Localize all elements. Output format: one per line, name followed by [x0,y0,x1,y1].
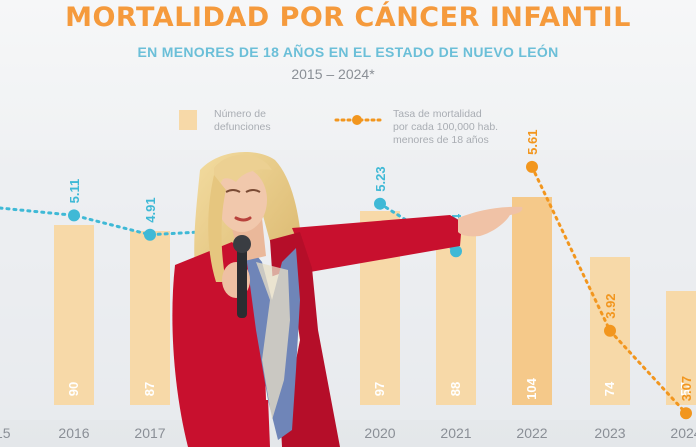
rate-point-2017 [144,228,156,241]
x-tick-label-2023: 2023 [594,425,625,441]
rate-value-label-2024: 3.07 [679,376,694,401]
x-tick-label-2016: 2016 [58,425,89,441]
labels-layer: 9087978810474575.114.915.234.745.613.923… [66,130,694,402]
speaker-woman [172,151,523,447]
x-tick-label-2017: 2017 [134,425,165,441]
bar-value-label-2024: 57 [678,382,693,396]
rate-point-2016 [68,209,80,222]
bars-layer [54,197,696,405]
legend-bars-label: Número de defunciones [214,108,271,133]
rate-point-2022 [526,160,538,173]
rate-value-label-2016: 5.11 [67,179,82,204]
rate-point-2023 [604,324,616,337]
rate-line-early [0,206,202,237]
bar-value-label-2016: 90 [66,382,81,396]
slide-subtitle: EN MENORES DE 18 AÑOS EN EL ESTADO DE NU… [137,44,559,60]
rate-value-label-2023: 3.92 [603,293,618,318]
pointing-hand [458,206,523,237]
x-tick-label-2015: 2015 [0,425,11,441]
bar-2024 [666,291,696,405]
microphone-head [233,235,251,253]
rate-point-2020 [374,197,386,210]
bar-value-label-2020: 97 [372,382,387,396]
bar-2022 [512,197,552,405]
slide-title: MORTALIDAD POR CÁNCER INFANTIL [65,2,631,33]
bar-value-label-2021: 88 [448,382,463,396]
bar-value-label-2017: 87 [142,382,157,396]
bar-2021 [436,229,476,405]
x-tick-label-2021: 2021 [440,425,471,441]
slide-years-range: 2015 – 2024* [291,66,375,82]
outstretched-arm [292,215,462,272]
x-tick-label-2020: 2020 [364,425,395,441]
legend-bar-swatch [179,110,197,130]
bar-value-label-2022: 104 [524,377,539,399]
rate-value-label-2017: 4.91 [143,197,158,222]
bar-value-label-2023: 74 [602,381,617,396]
microphone [237,246,247,318]
legend-line-label: Tasa de mortalidad por cada 100,000 hab.… [393,108,499,146]
x-tick-label-2022: 2022 [516,425,547,441]
rate-value-label-2022: 5.61 [525,130,540,155]
legend-line-marker [352,115,362,125]
rate-point-2024 [680,407,692,420]
bar-2016 [54,225,94,405]
x-tick-label-2024: 2024 [670,425,696,441]
rate-value-label-2020: 5.23 [373,166,388,191]
face [217,168,267,232]
bar-2017 [130,231,170,405]
rate-point-2021 [450,245,462,258]
